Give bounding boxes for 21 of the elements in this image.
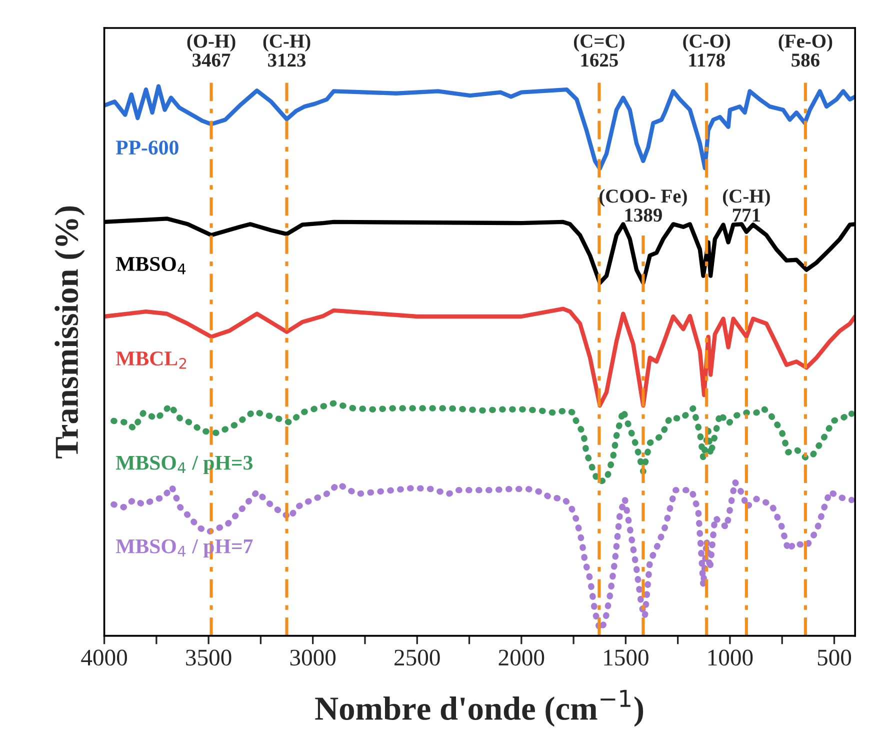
series-label: PP-600	[116, 140, 178, 155]
ref-line-label: (COO- Fe) 1389	[600, 189, 687, 222]
x-tick-label: 3000	[290, 650, 336, 666]
x-tick-label: 1500	[604, 650, 648, 666]
ref-line-label: (C-O) 1178	[683, 34, 730, 67]
series-label: MBCL$_{2}$	[116, 352, 186, 369]
x-tick-label: 4000	[81, 650, 127, 666]
ref-line-label: (C-H) 771	[722, 189, 770, 222]
ref-line-label: (Fe-O) 586	[778, 34, 832, 67]
series-label: MBSO$_{4}$	[116, 256, 186, 274]
x-axis-title: Nombre d'onde (cm$^{−1}$)	[315, 690, 644, 727]
ref-line-label: (O-H) 3467	[187, 34, 236, 67]
x-tick-label: 2000	[498, 650, 544, 666]
x-tick-label: 500	[818, 650, 852, 666]
x-tick-label: 1000	[708, 650, 753, 666]
series-label: MBSO$_{4}$ / pH=3	[116, 456, 253, 474]
y-axis-title: Transmission (%)	[54, 206, 85, 458]
ref-line-label: (C-H) 3123	[263, 34, 310, 67]
ref-line-label: (C=C) 1625	[574, 34, 624, 67]
x-tick-label: 2500	[394, 650, 440, 666]
x-tick-label: 3500	[186, 650, 232, 666]
